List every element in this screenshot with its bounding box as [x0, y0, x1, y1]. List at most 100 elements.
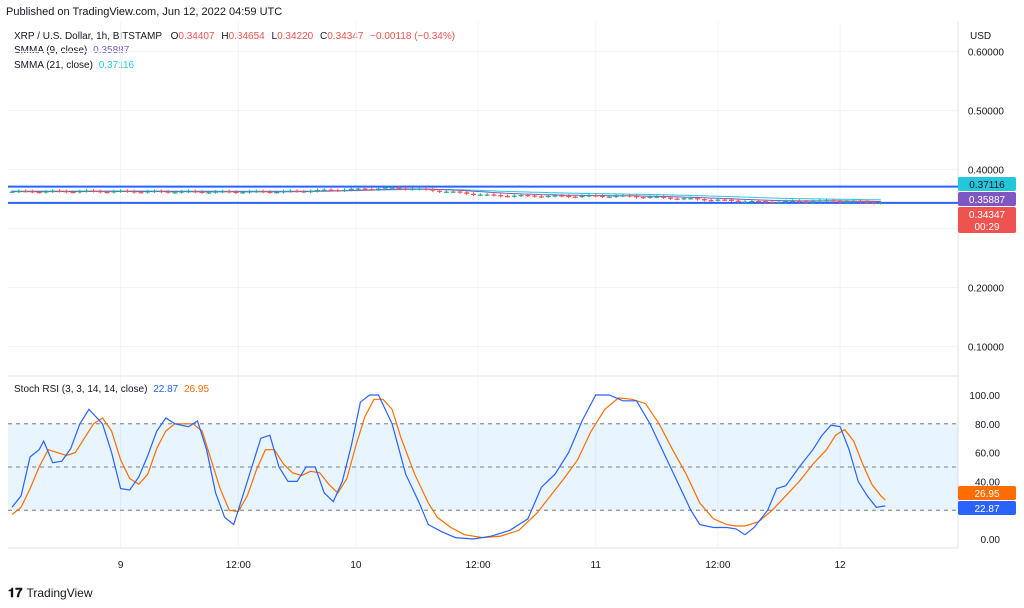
candle-body	[158, 190, 164, 193]
candle-body	[735, 200, 741, 202]
price-tick-label: 0.50000	[968, 107, 1005, 118]
brand-name: TradingView	[26, 586, 93, 600]
candle-body	[667, 197, 673, 199]
candle-body	[701, 199, 707, 201]
candle-body	[29, 191, 35, 193]
candle-body	[830, 200, 836, 202]
candle-body	[247, 191, 253, 193]
candle-body	[756, 201, 762, 203]
candle-body	[314, 189, 320, 192]
candle-body	[253, 191, 259, 193]
price-tick-label: 0.20000	[968, 284, 1005, 295]
close-value: 0.34347	[327, 31, 364, 42]
candle-body	[525, 195, 531, 197]
candle-body	[695, 198, 701, 200]
candle-body	[23, 190, 29, 193]
candle-body	[538, 196, 544, 198]
candle-body	[783, 201, 789, 203]
candle-body	[308, 191, 314, 193]
candle-body	[43, 191, 49, 193]
stoch-d-line[interactable]	[11, 397, 886, 539]
candle-body	[416, 188, 422, 190]
candle-body	[552, 195, 558, 197]
candle-body	[790, 200, 796, 203]
candle-body	[36, 191, 42, 194]
high-label: H	[221, 31, 229, 42]
candle-body	[376, 188, 382, 190]
footer-brand[interactable]: 𝟏𝟕 TradingView	[8, 585, 93, 601]
stoch-tick-label: 100.00	[969, 391, 1000, 402]
candle-body	[511, 195, 517, 197]
candle-body	[430, 189, 436, 191]
low-label: L	[271, 31, 278, 42]
candle-body	[328, 189, 334, 191]
low-value: 0.34220	[277, 31, 314, 42]
candle-body	[274, 192, 280, 194]
candle-body	[450, 191, 456, 193]
candle-body	[674, 198, 680, 200]
high-value: 0.34654	[228, 31, 265, 42]
stoch-d-badge: 26.95	[958, 486, 1016, 500]
candle-body	[90, 190, 96, 192]
candle-body	[844, 201, 850, 203]
candle-body	[837, 201, 843, 203]
stoch-tick-label: 80.00	[975, 420, 1000, 431]
x-tick-label: 9	[118, 560, 124, 571]
candle-body	[796, 200, 802, 203]
price-tick-label: 0.10000	[968, 343, 1005, 354]
stoch-tick-label: 40.00	[975, 477, 1000, 488]
candle-body	[559, 195, 565, 197]
candle-body	[240, 192, 246, 194]
candle-body	[722, 199, 728, 201]
candle-body	[661, 196, 667, 198]
candle-body	[192, 191, 198, 193]
x-tick-label: 12:00	[226, 560, 251, 571]
candle-body	[817, 200, 823, 202]
candle-body	[111, 191, 117, 193]
change-value: −0.00118 (−0.34%)	[370, 31, 456, 42]
grid	[8, 22, 958, 548]
stoch-tick-label: 60.00	[975, 449, 1000, 460]
candle-body	[9, 191, 15, 193]
x-tick-label: 11	[591, 560, 602, 571]
candle-body	[471, 193, 477, 195]
candle-body	[878, 202, 884, 204]
x-tick-label: 12:00	[705, 560, 730, 571]
candle-body	[70, 191, 76, 194]
time-axis[interactable]: 9 12:00 10 12:00 11 12:00 12	[118, 560, 846, 571]
candle-body	[640, 197, 646, 199]
candle-body	[769, 202, 775, 204]
candle-body	[851, 201, 857, 203]
smma21-label: SMMA (21, close)	[14, 60, 93, 71]
smma9-value: 0.35887	[93, 45, 130, 56]
candle-body	[606, 196, 612, 198]
candle-body	[498, 195, 504, 197]
candle-body	[518, 195, 524, 197]
candle-body	[50, 190, 56, 192]
smma9-label: SMMA (9, close)	[14, 45, 88, 56]
close-label: C	[320, 31, 328, 42]
candle-body	[206, 192, 212, 194]
candle-body	[355, 188, 361, 190]
candle-body	[301, 191, 307, 193]
candle-body	[613, 195, 619, 197]
candle-body	[342, 189, 348, 192]
svg-text:26.95: 26.95	[974, 489, 999, 500]
candle-body	[57, 190, 63, 192]
candle-body	[824, 200, 829, 202]
candle-body	[287, 190, 293, 192]
smma9-badge: 0.35887	[958, 192, 1016, 206]
smma21-badge: 0.37116	[958, 177, 1016, 191]
candle-body	[63, 191, 69, 193]
candle-body	[369, 189, 375, 191]
candle-body	[335, 190, 341, 192]
smma21-value: 0.37116	[98, 60, 135, 71]
candle-body	[219, 191, 225, 193]
candle-body	[260, 191, 266, 193]
stoch-k-value: 22.87	[153, 384, 179, 395]
stoch-pane	[8, 394, 958, 540]
symbol-legend: XRP / U.S. Dollar, 1h, BITSTAMP O0.34407…	[14, 31, 455, 42]
stoch-k-line[interactable]	[11, 394, 886, 540]
